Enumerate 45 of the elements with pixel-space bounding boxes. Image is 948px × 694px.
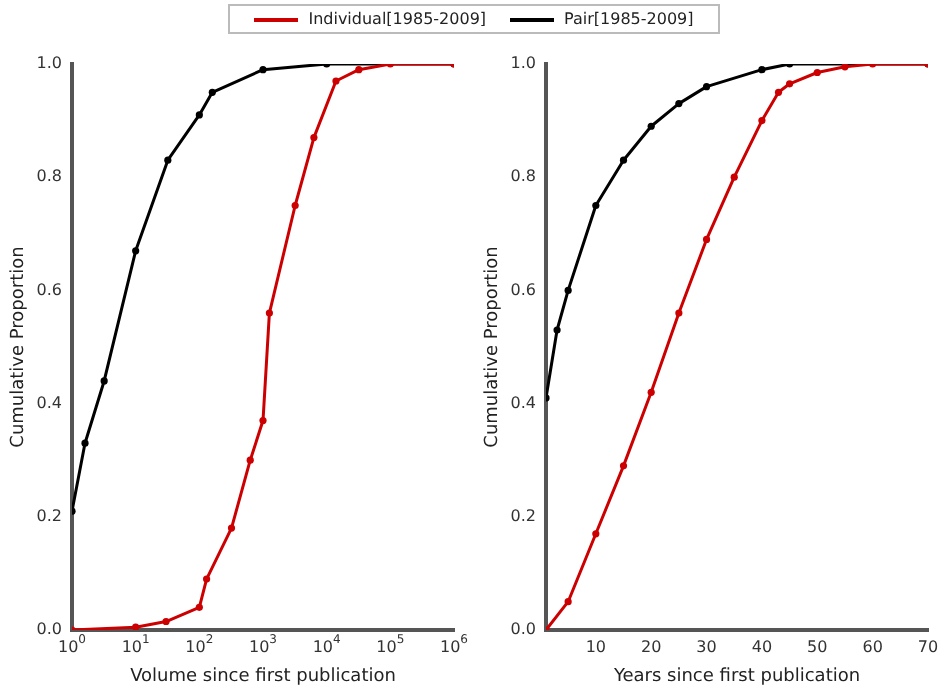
point	[675, 100, 683, 108]
point	[647, 388, 655, 396]
point	[592, 530, 600, 538]
point	[813, 68, 821, 77]
x-tick-label: 20	[641, 638, 662, 657]
point	[619, 156, 628, 164]
y-tick-label: 0.4	[510, 393, 537, 412]
point	[730, 173, 738, 181]
x-tick-label: 10	[585, 638, 607, 657]
y-tick-label: 0.0	[36, 620, 63, 639]
x-axis-title: Volume since first publication	[130, 666, 396, 687]
x-axis-title: Years since first publication	[611, 666, 861, 687]
point	[702, 235, 711, 244]
point	[592, 201, 600, 210]
point	[785, 80, 794, 88]
y-tick-label: 0.8	[36, 167, 63, 186]
y-tick-label: 0.0	[510, 620, 537, 639]
x-tick-label: 40	[751, 638, 773, 657]
y-tick-label: 0.6	[510, 280, 537, 299]
point	[564, 598, 572, 606]
y-axis-title: Cumulative Proportion	[482, 246, 503, 448]
point	[758, 117, 766, 125]
legend-label: Pair[1985-2009]	[564, 10, 694, 28]
y-tick-label: 0.6	[36, 280, 63, 299]
point	[675, 309, 683, 317]
y-axis-title: Cumulative Proportion	[8, 246, 29, 448]
y-tick-label: 0.8	[510, 167, 537, 186]
point	[702, 83, 711, 91]
x-tick-label: 30	[696, 638, 717, 657]
point	[774, 88, 783, 96]
y-tick-label: 0.2	[36, 506, 63, 525]
x-tick-label: 70	[917, 638, 939, 657]
x-tick-label: 50	[807, 638, 828, 657]
y-tick-label: 1.0	[36, 54, 63, 73]
legend-label: Individual[1985-2009]	[308, 10, 487, 28]
point	[564, 286, 572, 294]
point	[758, 66, 766, 74]
point	[553, 326, 561, 334]
y-tick-label: 0.4	[36, 393, 63, 412]
y-tick-label: 0.2	[510, 506, 537, 525]
point	[619, 462, 628, 470]
y-tick-label: 1.0	[510, 54, 537, 73]
point	[841, 64, 849, 71]
point	[647, 122, 655, 130]
x-tick-label: 60	[862, 638, 883, 657]
